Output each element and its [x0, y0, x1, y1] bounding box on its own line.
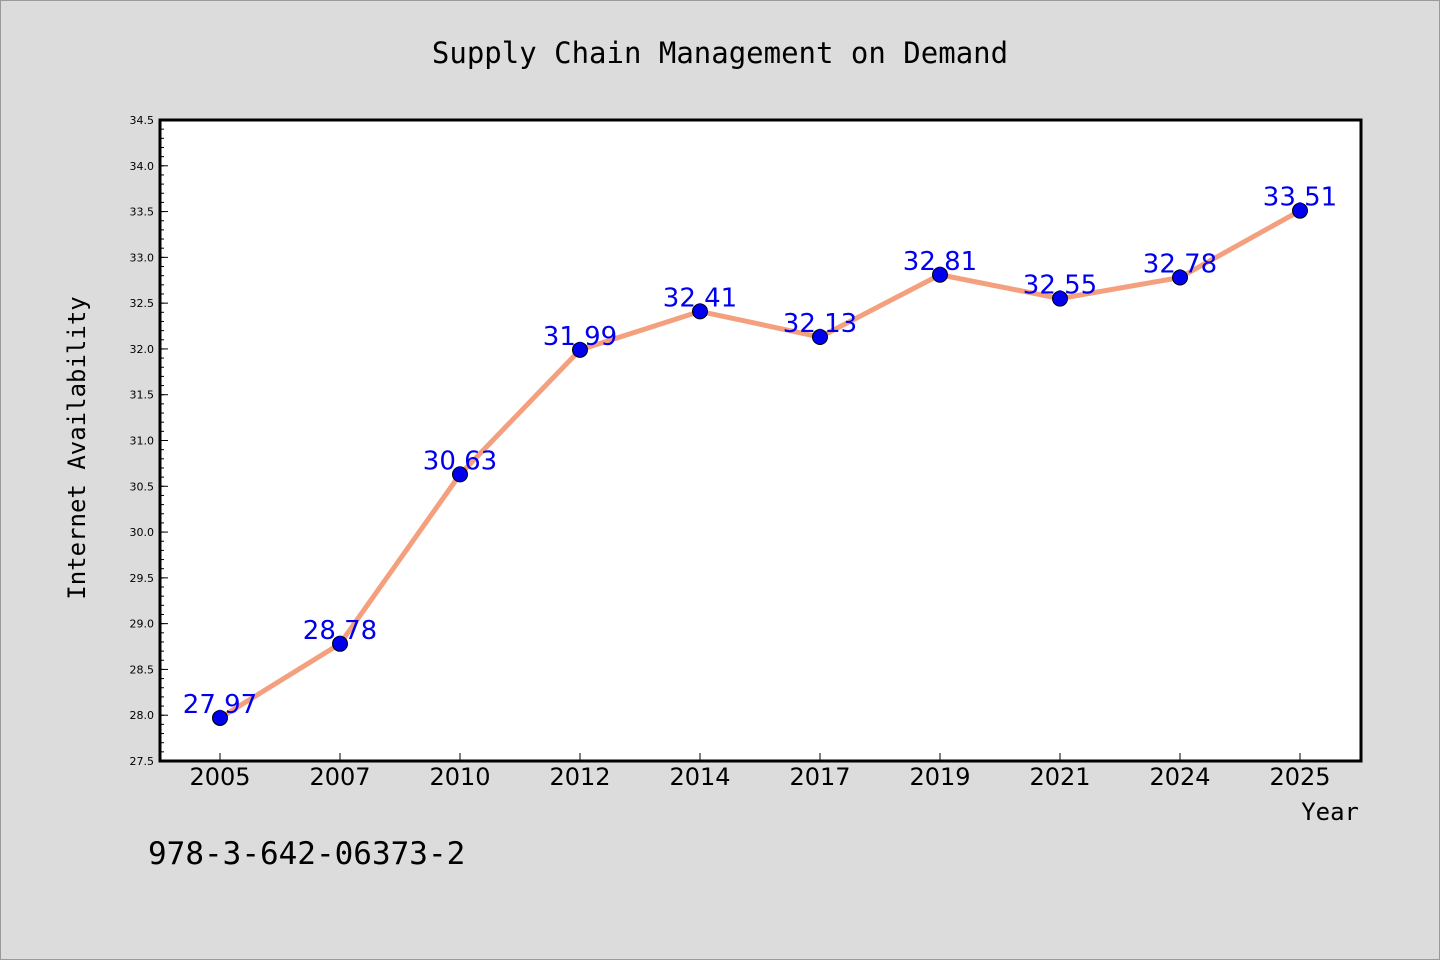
data-point: [1052, 290, 1068, 307]
x-tick-label: 2025: [1269, 763, 1330, 791]
data-label: 28.78: [303, 616, 377, 646]
data-label: 32.55: [1023, 271, 1097, 301]
x-tick-label: 2017: [789, 763, 850, 791]
y-tick-label: 28.0: [130, 709, 155, 722]
y-tick-label: 28.5: [130, 663, 155, 676]
y-tick-label: 29.0: [130, 618, 155, 631]
data-point: [452, 466, 468, 483]
y-tick-label: 33.0: [130, 251, 155, 264]
data-label: 32.41: [663, 283, 737, 313]
data-point: [812, 329, 828, 346]
y-tick-label: 30.0: [130, 526, 155, 539]
x-tick-label: 2019: [909, 763, 970, 791]
data-point: [212, 709, 228, 726]
data-label: 33.51: [1263, 183, 1337, 213]
y-tick-label: 31.0: [130, 435, 155, 448]
x-tick-label: 2005: [189, 763, 250, 791]
series-line-group: [217, 208, 1303, 721]
x-tick-label: 2024: [1149, 763, 1210, 791]
y-axis-ticks: 27.5 28.0 28.5 29.0 29.5 30.0 30.5 31.0 31.5 32.0…: [130, 114, 168, 768]
x-tick-label: 2021: [1029, 763, 1090, 791]
y-tick-label: 27.5: [130, 755, 155, 768]
x-tick-label: 2012: [549, 763, 610, 791]
data-point: [692, 303, 708, 320]
x-axis-label: Year: [1301, 798, 1359, 826]
plot-area: [158, 118, 1363, 763]
footer-isbn: 978-3-642-06373-2: [148, 836, 465, 872]
data-label: 32.13: [783, 309, 857, 339]
data-point: [1172, 269, 1188, 286]
data-label: 32.78: [1143, 250, 1217, 280]
data-markers: [212, 202, 1308, 726]
y-tick-label: 34.5: [130, 114, 155, 127]
y-tick-label: 32.0: [130, 343, 155, 356]
data-point: [932, 266, 948, 283]
data-label: 27.97: [183, 690, 257, 720]
chart-title: Supply Chain Management on Demand: [432, 36, 1008, 70]
y-tick-label: 31.5: [130, 389, 155, 402]
x-tick-label: 2007: [309, 763, 370, 791]
x-tick-label: 2014: [669, 763, 730, 791]
data-labels: 27.97 28.78 30.63 31.99 32.41 32.13 32.81 32.55…: [183, 183, 1337, 720]
y-tick-label: 29.5: [130, 572, 155, 585]
data-point: [1292, 202, 1308, 219]
y-tick-label: 30.5: [130, 480, 155, 493]
x-axis-ticks: 2005 2007 2010 2012 2014 2017 2019 2021 2024 2025: [189, 753, 1331, 791]
y-axis-label: Internet Availability: [63, 296, 91, 599]
series-line: [217, 208, 1303, 721]
x-tick-label: 2010: [429, 763, 490, 791]
y-tick-label: 32.5: [130, 297, 155, 310]
data-label: 31.99: [543, 322, 617, 352]
data-point: [332, 635, 348, 652]
data-label: 30.63: [423, 446, 497, 476]
y-tick-label: 34.0: [130, 160, 155, 173]
y-tick-label: 33.5: [130, 206, 155, 219]
data-label: 32.81: [903, 247, 977, 277]
data-point: [572, 341, 588, 358]
